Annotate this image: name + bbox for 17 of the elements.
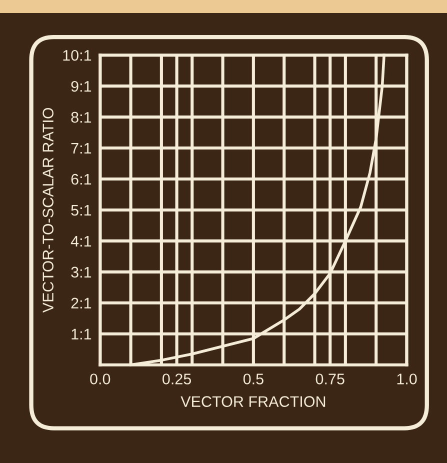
text: 10:1 [63,50,92,61]
x-tick-label: 1.0 [397,374,417,384]
text: 1:1 [72,328,92,340]
text: 8:1 [71,112,92,123]
text: 3:1 [71,266,92,278]
x-tick-label: 0.75 [316,374,344,384]
x-tick-label: 0.5 [243,374,264,384]
text: 6:1 [71,174,92,185]
y-axis-title: VECTOR-TO-SCALAR RATIO [42,108,54,313]
text: 2:1 [71,298,92,308]
text: 4:1 [70,236,92,246]
text: 7:1 [71,143,92,154]
x-tick-label: 0.0 [90,374,110,384]
text: 5:1 [71,204,92,216]
x-axis-title: VECTOR FRACTION [180,396,326,407]
text: 9:1 [71,80,92,92]
x-tick-label: 0.25 [162,374,192,384]
